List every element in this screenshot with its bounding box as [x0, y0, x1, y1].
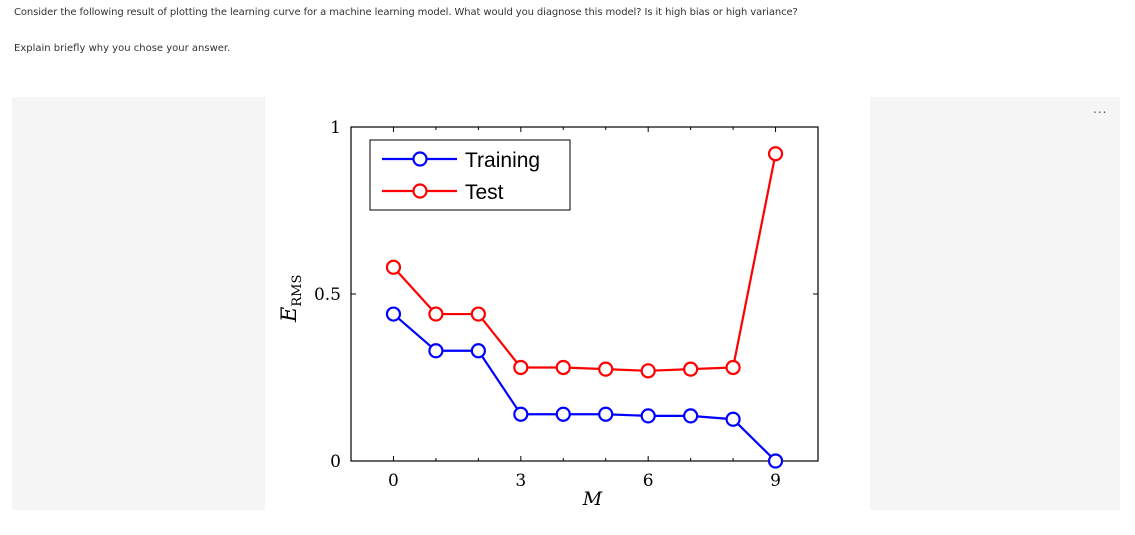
data-point-training: [683, 408, 699, 424]
y-axis-label: ERMS: [277, 275, 305, 323]
x-tick-label: 9: [770, 471, 781, 491]
data-point-test: [513, 359, 529, 376]
x-tick-label: 0: [388, 471, 399, 491]
data-point-test: [725, 359, 741, 376]
question-text: Consider the following result of plottin…: [14, 7, 798, 18]
data-point-test: [470, 306, 486, 322]
data-point-training: [428, 343, 444, 359]
data-point-training: [513, 406, 529, 422]
x-axis-label: M: [582, 488, 603, 510]
more-options-icon[interactable]: ...: [1093, 102, 1108, 116]
data-point-training: [598, 406, 614, 422]
data-point-test: [640, 363, 656, 379]
data-point-test: [598, 361, 614, 377]
data-point-test: [555, 359, 571, 376]
data-point-training: [767, 453, 784, 469]
legend-label: Training: [465, 149, 540, 172]
data-point-test: [385, 259, 402, 275]
right-panel: [870, 97, 1120, 510]
learning-curve-figure: 0 3 6 9 0 0.5 1 M ERMS Training Test: [265, 97, 870, 510]
series-line-training: [392, 313, 777, 462]
data-point-training: [385, 306, 402, 322]
x-tick-label: 3: [515, 471, 526, 491]
data-point-training: [640, 408, 656, 424]
data-point-training: [555, 406, 571, 422]
legend-marker: [412, 151, 428, 167]
y-tick-label: 0.5: [314, 285, 341, 305]
y-tick-label: 0: [330, 452, 341, 472]
legend-box: [369, 139, 571, 211]
legend-label: Test: [465, 181, 504, 204]
x-tick-label: 6: [643, 471, 654, 491]
data-point-test: [428, 306, 444, 322]
data-point-test: [683, 361, 699, 377]
learning-curve-chart: 0 3 6 9 0 0.5 1 M ERMS Training Test: [277, 118, 819, 510]
series-line-test: [392, 153, 777, 372]
instruction-text: Explain briefly why you chose your answe…: [14, 43, 231, 54]
data-point-training: [470, 343, 486, 359]
data-point-test: [767, 146, 784, 162]
y-tick-label: 1: [330, 118, 341, 138]
data-point-training: [725, 411, 741, 427]
left-panel: [12, 97, 265, 510]
legend-marker: [412, 183, 428, 199]
